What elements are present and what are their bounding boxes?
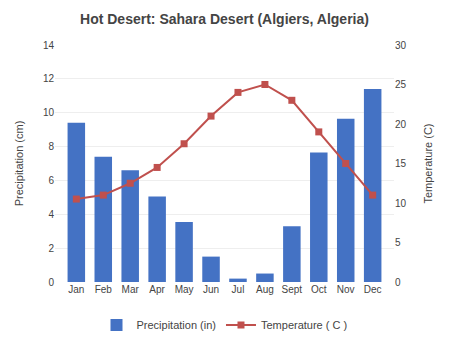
svg-text:Feb: Feb xyxy=(95,284,113,295)
svg-text:Precipitation (in): Precipitation (in) xyxy=(137,319,216,331)
svg-text:Precipitation (cm): Precipitation (cm) xyxy=(13,121,25,207)
svg-text:25: 25 xyxy=(395,79,407,90)
svg-text:20: 20 xyxy=(395,119,407,130)
svg-text:5: 5 xyxy=(395,237,401,248)
svg-text:May: May xyxy=(175,284,194,295)
svg-text:15: 15 xyxy=(395,158,407,169)
svg-text:Jul: Jul xyxy=(232,284,245,295)
svg-text:0: 0 xyxy=(48,277,54,288)
svg-text:Temperature (C): Temperature (C) xyxy=(422,123,434,203)
svg-text:Sept: Sept xyxy=(282,284,303,295)
svg-text:30: 30 xyxy=(395,40,407,51)
svg-text:2: 2 xyxy=(48,243,54,254)
svg-text:8: 8 xyxy=(48,141,54,152)
svg-text:Oct: Oct xyxy=(311,284,327,295)
svg-text:10: 10 xyxy=(43,107,55,118)
svg-text:Jun: Jun xyxy=(203,284,219,295)
svg-text:4: 4 xyxy=(48,209,54,220)
svg-text:Nov: Nov xyxy=(337,284,355,295)
svg-text:Dec: Dec xyxy=(364,284,382,295)
svg-text:Aug: Aug xyxy=(256,284,274,295)
svg-text:14: 14 xyxy=(43,40,55,51)
svg-text:Mar: Mar xyxy=(122,284,140,295)
svg-text:6: 6 xyxy=(48,175,54,186)
svg-text:10: 10 xyxy=(395,198,407,209)
svg-text:Jan: Jan xyxy=(68,284,84,295)
svg-text:0: 0 xyxy=(395,277,401,288)
svg-text:Hot Desert: Sahara Desert (Alg: Hot Desert: Sahara Desert (Algiers, Alge… xyxy=(80,11,369,27)
svg-text:12: 12 xyxy=(43,73,55,84)
svg-text:Apr: Apr xyxy=(149,284,165,295)
svg-text:Temperature ( C ): Temperature ( C ) xyxy=(261,319,347,331)
